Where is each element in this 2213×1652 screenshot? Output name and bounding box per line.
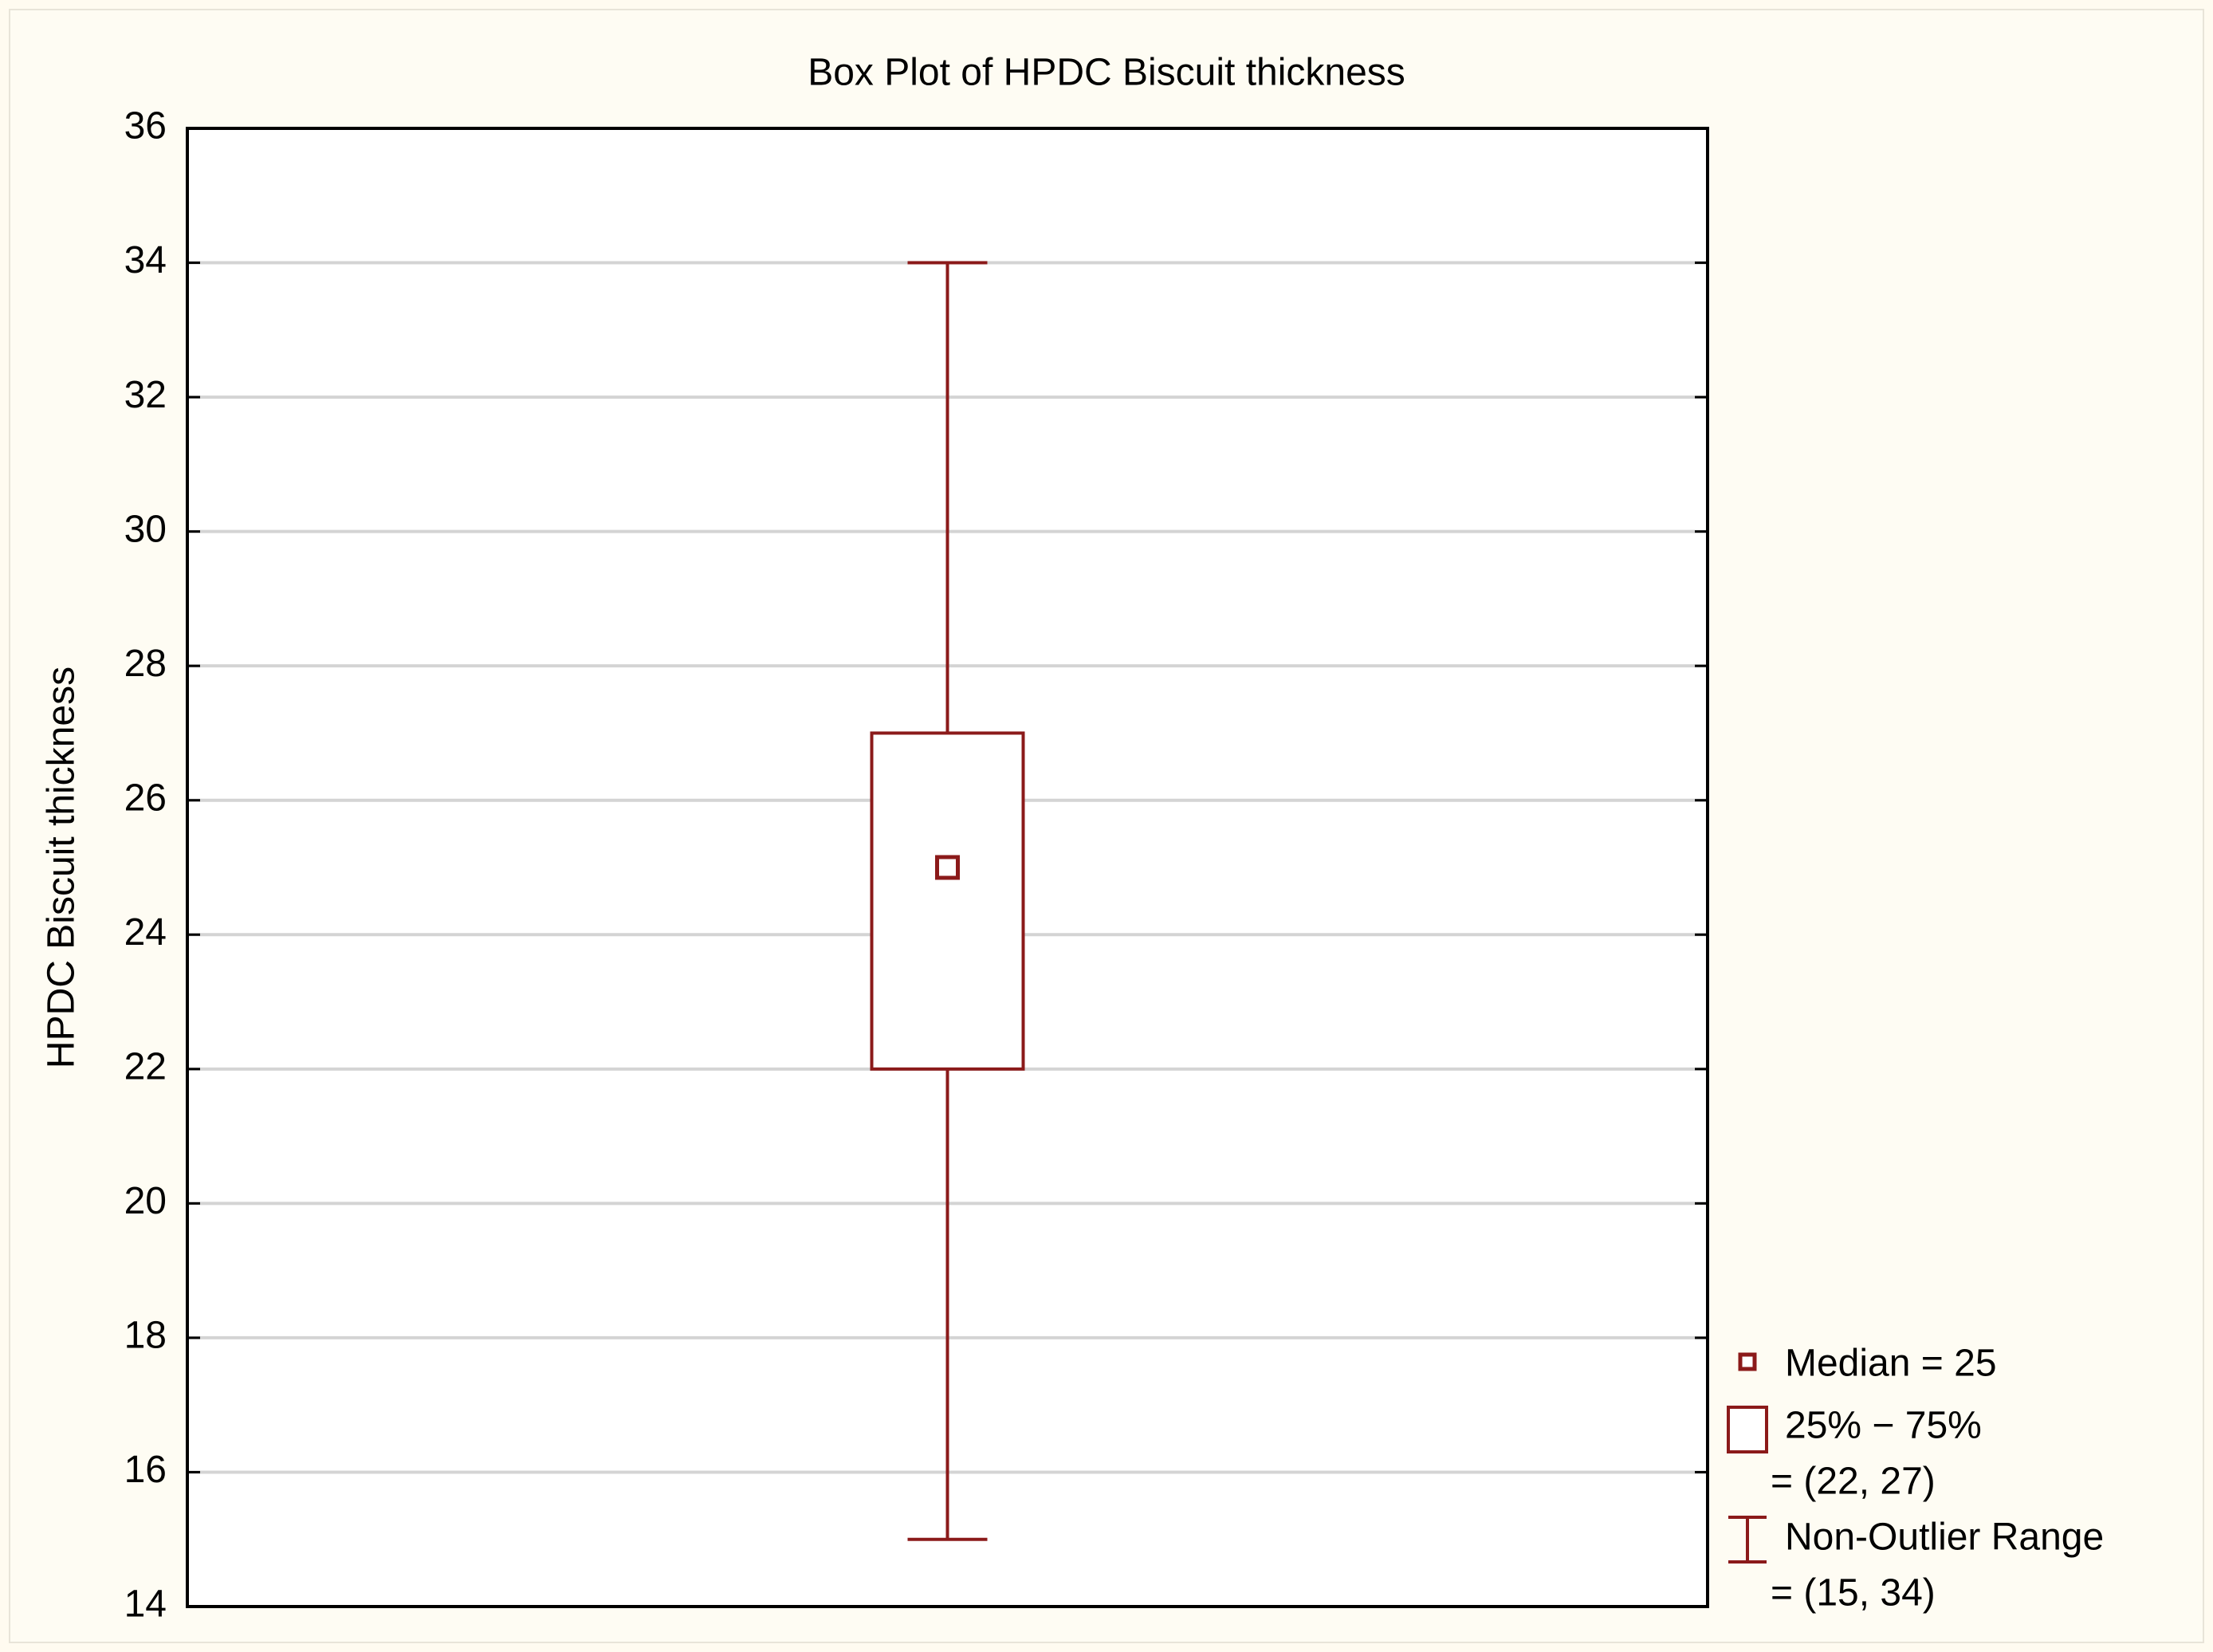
legend-label: = (22, 27) [1771,1461,1936,1503]
y-tick-label: 26 [124,777,167,819]
y-tick-label: 14 [124,1583,167,1626]
y-tick-label: 34 [124,239,167,281]
y-tick-label: 16 [124,1449,167,1491]
y-tick-label: 28 [124,643,167,685]
legend-symbol [1738,1352,1757,1371]
legend-label: Median = 25 [1785,1343,1997,1385]
legend-symbol [1727,1406,1768,1453]
median-marker [935,855,960,880]
y-tick-label: 18 [124,1315,167,1357]
box [870,731,1025,1071]
legend-label: = (15, 34) [1771,1572,1936,1615]
legend-label: 25% − 75% [1785,1405,1982,1447]
y-tick-label: 30 [124,508,167,550]
y-tick-label: 20 [124,1180,167,1222]
y-axis-label: HPDC Biscuit thickness [41,667,83,1068]
y-tick-label: 36 [124,105,167,148]
legend-label: Non-Outlier Range [1785,1516,2104,1559]
chart-title: Box Plot of HPDC Biscuit thickness [808,52,1405,94]
y-tick-label: 22 [124,1045,167,1088]
y-tick-label: 32 [124,374,167,416]
y-tick-label: 24 [124,911,167,954]
plot-border [186,127,1709,1608]
